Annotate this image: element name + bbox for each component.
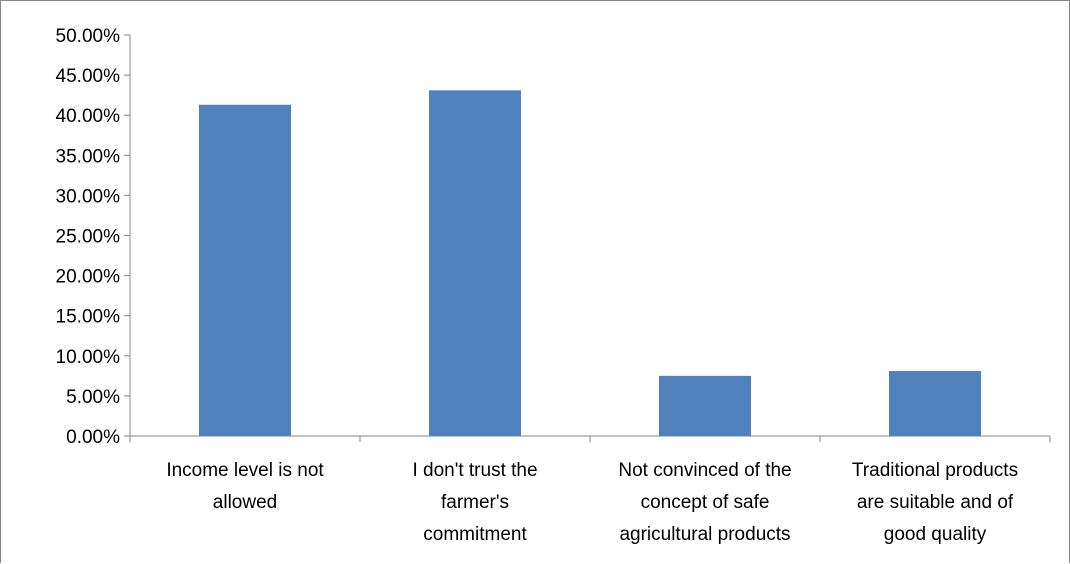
bar-4 (889, 371, 981, 436)
y-tick-label: 35.00% (56, 146, 121, 167)
category-label-line: are suitable and of (857, 492, 1014, 513)
y-tick-label: 5.00% (66, 387, 120, 408)
category-label-line: Traditional products (852, 460, 1018, 481)
category-label-2: I don't trust the farmer's commitment (412, 460, 537, 545)
y-tick-label: 45.00% (56, 66, 121, 87)
category-label-3: Not convinced of the concept of safe agric… (618, 460, 791, 545)
y-tick-label: 20.00% (56, 267, 121, 288)
y-tick-label: 15.00% (56, 307, 121, 328)
category-label-line: farmer's (441, 492, 509, 513)
category-label-line: commitment (423, 524, 527, 545)
category-label-4: Traditional products are suitable and of g… (852, 460, 1018, 545)
category-label-line: allowed (213, 492, 277, 513)
y-tick-label: 30.00% (56, 186, 121, 207)
category-label-line: Income level is not (166, 460, 324, 481)
bar-2 (429, 90, 521, 436)
category-label-line: concept of safe (641, 492, 770, 513)
y-tick-label: 0.00% (66, 427, 120, 448)
category-label-line: good quality (884, 524, 987, 545)
bar-3 (659, 375, 751, 436)
y-tick-label: 10.00% (56, 347, 121, 368)
category-label-line: Not convinced of the (618, 460, 791, 481)
category-label-1: Income level is not allowed (166, 460, 324, 513)
category-label-line: agricultural products (619, 524, 790, 545)
y-tick-label: 50.00% (56, 26, 121, 47)
category-label-line: I don't trust the (412, 460, 537, 481)
y-tick-label: 40.00% (56, 106, 121, 127)
bar-1 (199, 104, 291, 437)
y-tick-label: 25.00% (56, 227, 121, 248)
